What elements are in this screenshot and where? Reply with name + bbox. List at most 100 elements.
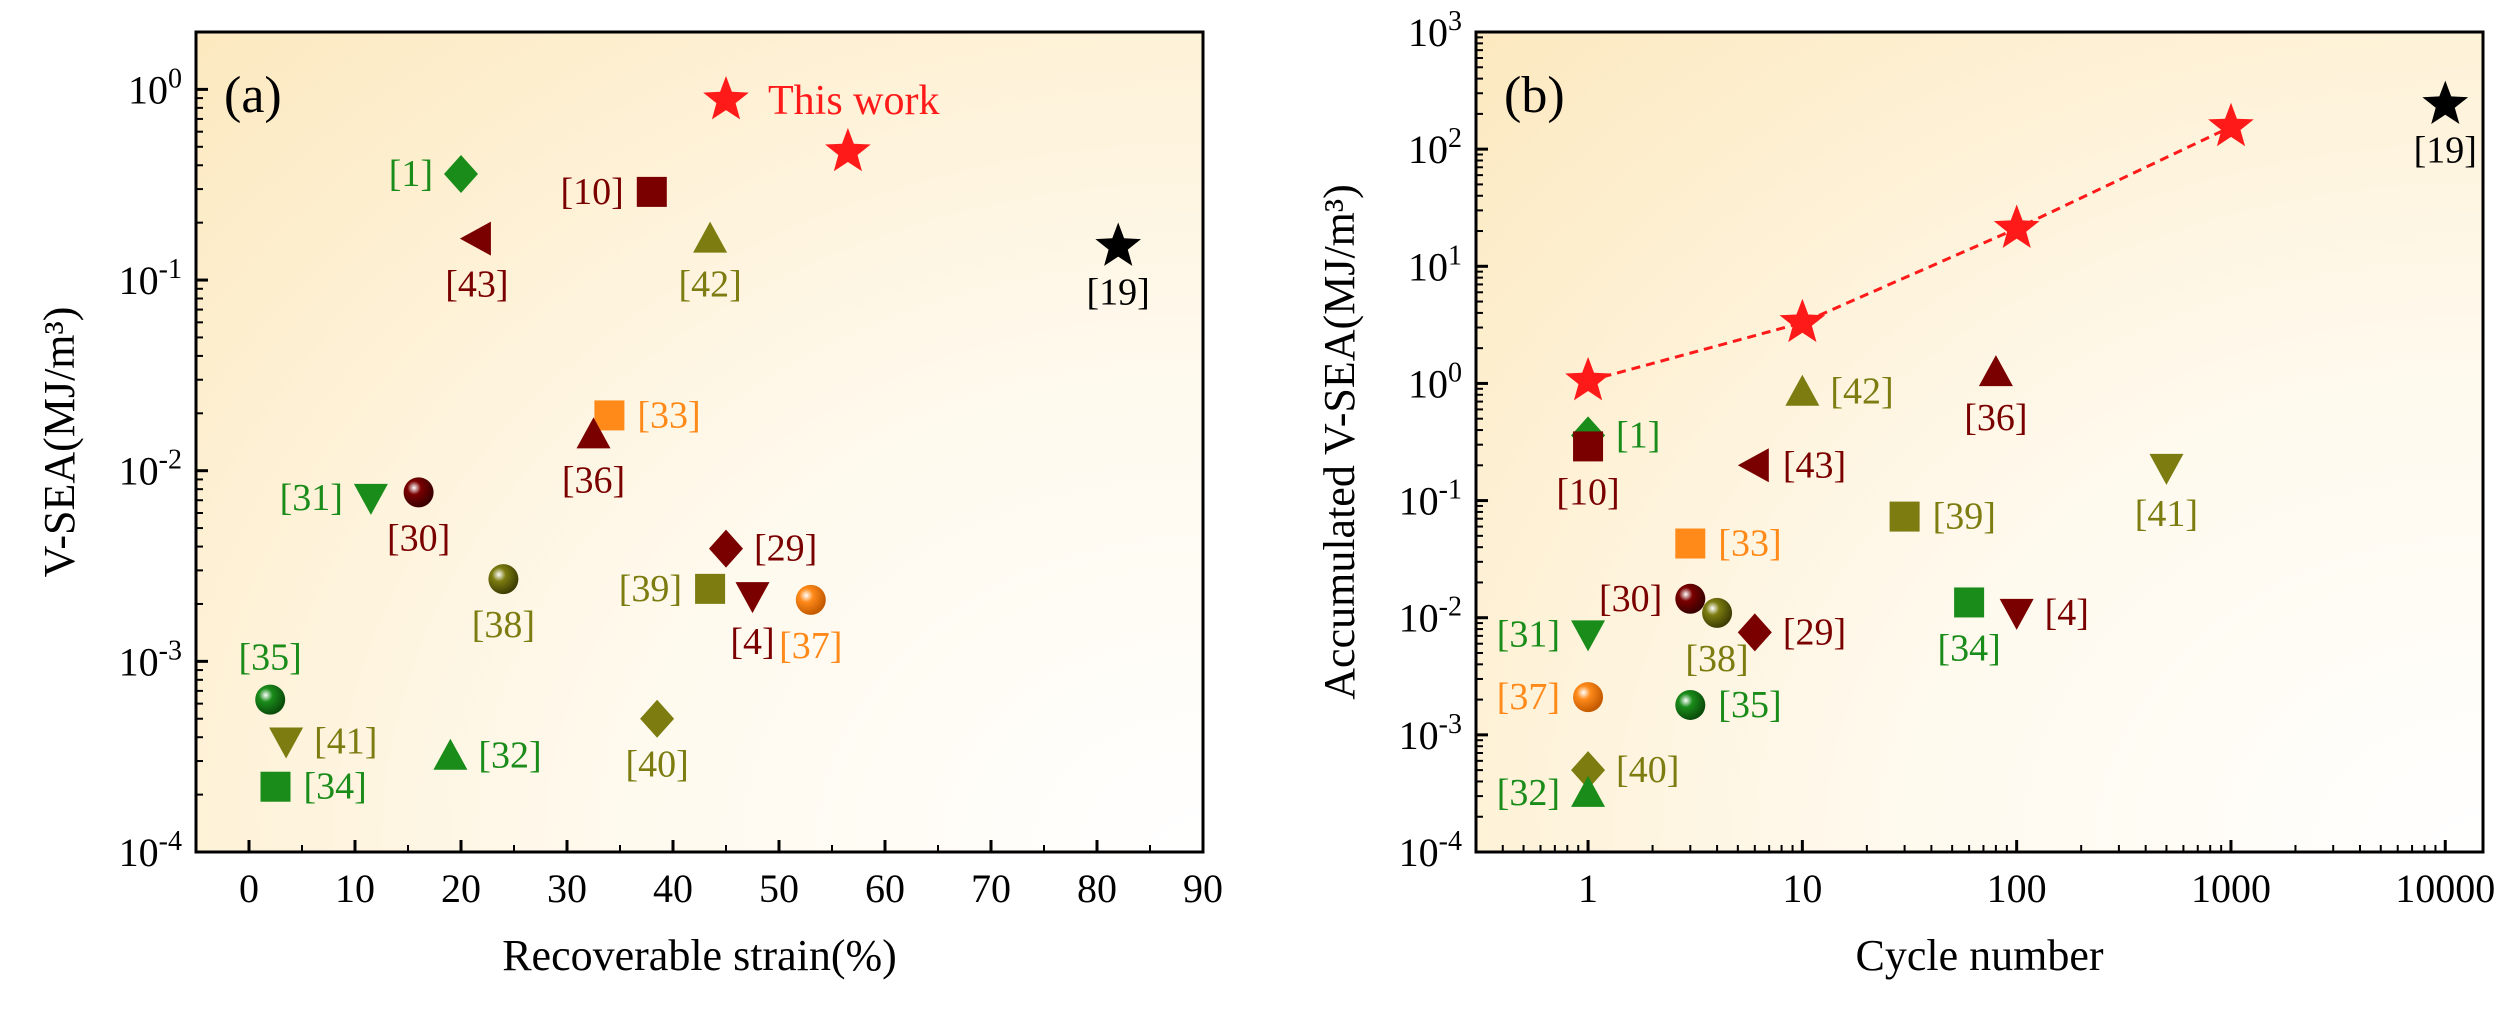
y-tick-label: 100 [128,63,182,112]
data-point [594,400,625,431]
x-tick-label: 60 [865,866,905,911]
x-tick-label: 10 [1782,866,1822,911]
x-tick-label: 100 [1987,866,2047,911]
data-point [260,771,291,802]
point-label: [40] [625,744,688,786]
point-label: [10] [1556,471,1619,513]
y-tick-label: 10-4 [119,826,182,875]
point-label: [41] [2135,493,2198,535]
point-label: [32] [1497,772,1560,814]
data-point [1675,583,1706,614]
x-tick-label: 40 [653,866,693,911]
point-label: [40] [1616,749,1679,791]
point-label: [31] [1497,613,1560,655]
data-point [1675,528,1706,559]
x-tick-label: 90 [1183,866,1223,911]
data-point [640,699,675,738]
point-label: [1] [389,153,433,195]
plot-frame [194,30,1205,854]
data-point [795,584,826,615]
point-label: [30] [387,517,450,559]
x-tick-label: 1000 [2191,866,2271,911]
x-tick-label: 30 [547,866,587,911]
y-tick-label: 10-2 [1399,592,1462,641]
data-point [1571,620,1606,652]
data-point [709,529,743,568]
x-tick-label: 1 [1578,866,1598,911]
data-point [1954,587,1985,618]
x-tick-label: 50 [759,866,799,911]
data-point [2149,453,2184,485]
x-tick-label: 10000 [2395,866,2495,911]
point-label: [34] [1937,627,2000,669]
point-label: [30] [1599,578,1662,620]
data-point [1573,431,1604,462]
panel-a: 0 10 20 30 40 50 60 70 80 90 10-4 10-3 10-2 10-1 100 Re… [35,30,1223,980]
point-label: [43] [1783,444,1846,486]
x-axis-label: Cycle number [1855,931,2103,980]
point-label: [4] [2045,592,2089,634]
x-tick-label: 20 [441,866,481,911]
y-tick-label: 10-1 [119,254,182,303]
data-point [269,727,304,759]
point-label: [43] [445,264,508,306]
plot-background [1476,32,2483,852]
data-point [1095,222,1141,266]
data-point [1737,613,1772,652]
data-point [1702,597,1733,628]
x-axis-label: Recoverable strain(%) [502,931,897,980]
data-point [576,417,611,449]
data-point [433,738,468,770]
point-label: [29] [754,528,817,570]
series-star-marker [1565,356,1611,401]
data-point [695,573,726,604]
series-star-marker [2208,102,2254,147]
data-point [636,176,667,207]
y-tick-label: 10-2 [119,445,182,494]
point-label: [31] [280,477,343,519]
data-point [459,221,491,256]
x-tick-label: 70 [971,866,1011,911]
series-star-marker [1779,298,1826,343]
data-point [1889,501,1920,532]
point-label: [38] [1685,638,1748,680]
data-point [353,483,388,515]
data-point [1573,682,1604,713]
point-label: [34] [304,766,367,808]
point-label: [1] [1616,414,1660,456]
series-line [1587,125,2232,383]
point-label: [37] [1497,676,1560,718]
y-tick-label: 102 [1408,123,1462,172]
data-point [693,221,728,253]
point-label: [39] [619,568,682,610]
data-point [488,564,519,595]
data-point [2422,80,2469,124]
point-label: [36] [1964,397,2027,439]
point-label: [41] [314,720,377,762]
data-point [255,684,286,715]
point-label: [33] [637,394,700,436]
y-axis-label: V-SEA(MJ/m³) [35,307,84,578]
point-label: [19] [1087,271,1150,313]
point-label: [33] [1718,523,1781,565]
point-label: [10] [560,171,623,213]
point-label: [35] [239,637,302,679]
point-label: [4] [730,621,774,663]
panel-label: (b) [1504,67,1565,124]
y-tick-label: 10-3 [119,635,182,684]
series-star-marker [1993,204,2040,248]
data-point [1978,355,2013,387]
y-axis-label: Accumulated V-SEA(MJ/m³) [1315,184,1364,699]
panel-b: 1 10 100 1000 10000 10-4 10-3 10-2 10-1 100 101 102… [1315,6,2495,980]
point-label: [19] [2414,130,2477,172]
data-point [1737,448,1769,483]
y-tick-label: 100 [1408,357,1462,406]
panel-label: (a) [224,67,282,124]
y-tick-label: 10-1 [1399,475,1462,524]
y-tick-label: 10-3 [1399,709,1462,758]
plot-background [196,32,1203,852]
y-tick-label: 103 [1408,6,1462,55]
data-point [1571,775,1606,807]
legend-marker [703,76,749,120]
plot-frame [1474,30,2485,854]
